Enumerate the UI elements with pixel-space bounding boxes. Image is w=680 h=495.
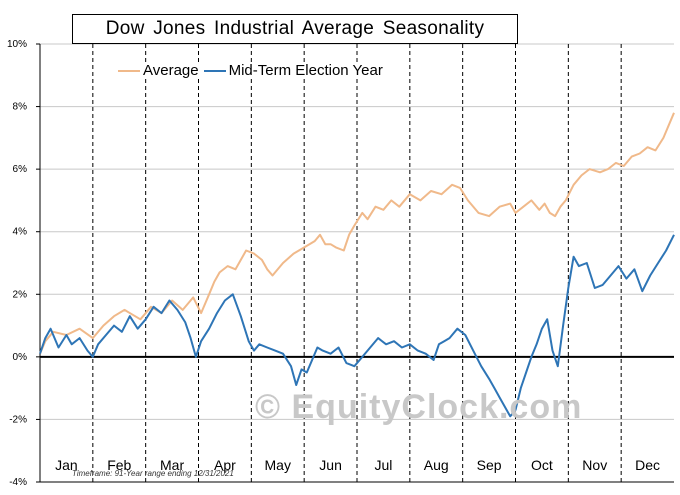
gridlines: [40, 43, 674, 483]
y-tick-label: 10%: [7, 39, 27, 50]
watermark: © EquityClock.com: [255, 388, 583, 426]
y-tick-label: 8%: [13, 102, 28, 113]
footnote: Timeframe: 91-Year range ending 12/31/20…: [72, 469, 234, 478]
month-label: May: [265, 457, 291, 473]
month-label: Dec: [635, 457, 660, 473]
legend-swatch-average: [118, 69, 140, 72]
y-tick-label: 6%: [13, 164, 28, 175]
month-label: Jun: [319, 457, 342, 473]
month-label: Nov: [582, 457, 607, 473]
chart-title-box: Dow Jones Industrial Average Seasonality: [72, 14, 518, 44]
month-label: Sep: [477, 457, 502, 473]
month-label: Mar: [160, 457, 184, 473]
y-tick-label: -2%: [9, 414, 27, 425]
legend-item-midterm: Mid-Term Election Year: [203, 62, 383, 79]
legend-label-midterm: Mid-Term Election Year: [228, 62, 383, 79]
series-line-average: [39, 112, 675, 355]
month-label: Feb: [107, 457, 131, 473]
y-tick-label: 0%: [13, 352, 28, 363]
legend: Average Mid-Term Election Year: [118, 62, 383, 79]
series-line-midterm: [39, 234, 675, 418]
axes: -4% -2% 0% 2% 4% 6% 8% 10% Jan Feb Mar Apr May Jun Jul…: [7, 39, 674, 488]
legend-swatch-midterm: [203, 69, 226, 72]
y-tick-label: 4%: [13, 227, 28, 238]
month-label: Jul: [374, 457, 392, 473]
month-label: Apr: [214, 457, 236, 473]
month-label: Aug: [424, 457, 449, 473]
month-label: Oct: [531, 457, 553, 473]
legend-item-average: Average: [118, 62, 199, 79]
legend-label-average: Average: [143, 62, 199, 79]
month-label: Jan: [55, 457, 78, 473]
chart-title: Dow Jones Industrial Average Seasonality: [105, 18, 485, 39]
series-lines: [39, 112, 675, 418]
y-tick-label: -4%: [9, 477, 27, 488]
y-tick-label: 2%: [13, 289, 28, 300]
